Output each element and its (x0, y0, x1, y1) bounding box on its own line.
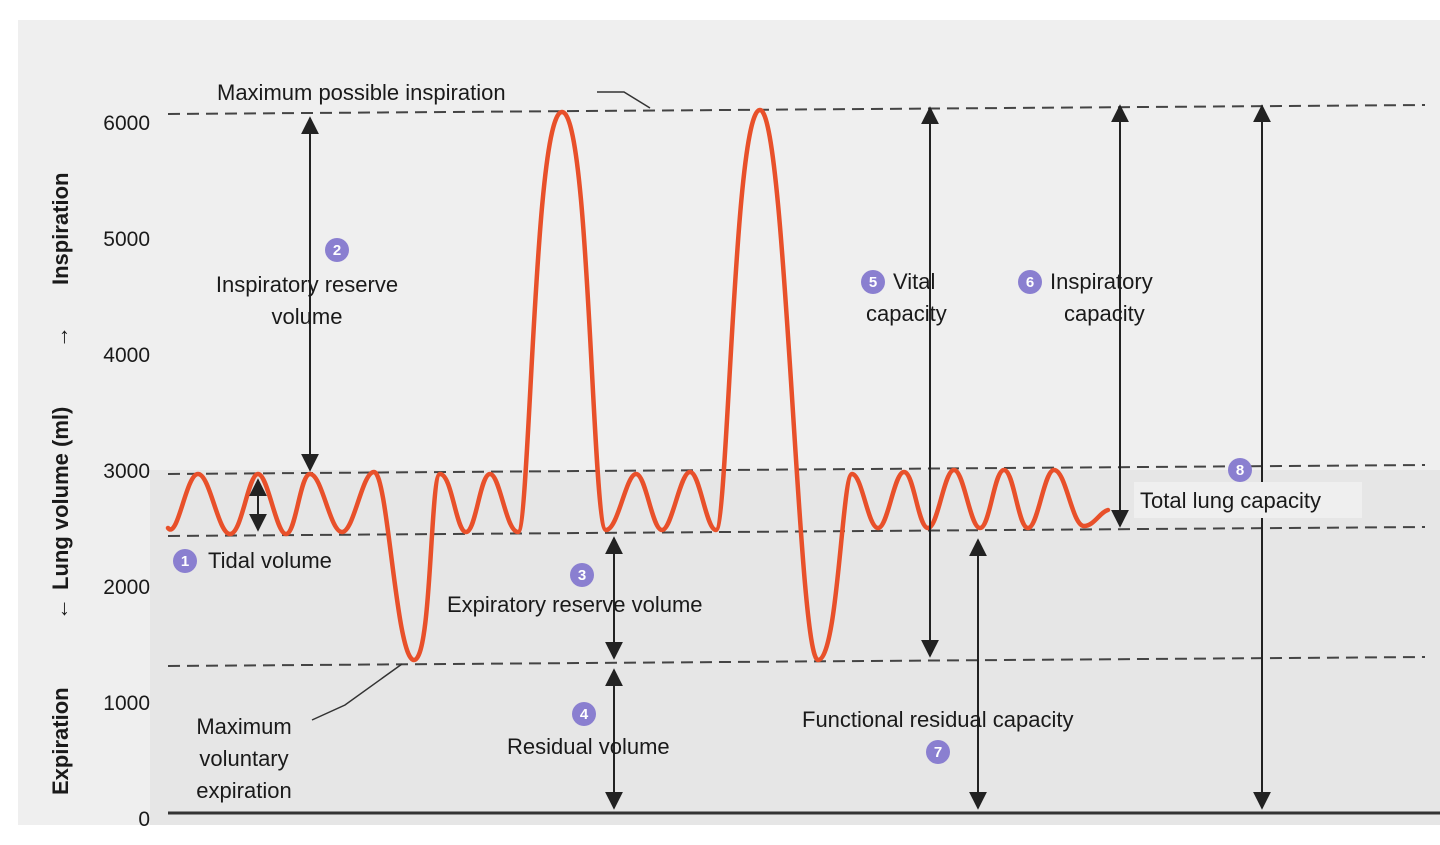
axis-title-inspiration: Inspiration (48, 173, 73, 285)
tick-1000: 1000 (103, 692, 150, 715)
label-total-lung-capacity: Total lung capacity (1140, 488, 1321, 513)
axis-title-lung-volume: Lung volume (ml) (48, 407, 73, 590)
tick-4000: 4000 (103, 344, 150, 367)
svg-text:5: 5 (869, 274, 877, 291)
label-vital-line1: Vital (893, 269, 935, 294)
label-irv-line1: Inspiratory reserve (216, 272, 398, 297)
axis-title-expiration: Expiration (48, 687, 73, 795)
badge-1: 1 (173, 549, 197, 573)
axis-title-arrow-down: ← (48, 598, 73, 620)
svg-text:7: 7 (934, 744, 942, 761)
badge-5: 5 (861, 270, 885, 294)
label-max-inspiration: Maximum possible inspiration (217, 80, 506, 105)
tick-5000: 5000 (103, 228, 150, 251)
background-band (150, 470, 1440, 825)
tick-6000: 6000 (103, 112, 150, 135)
label-ic-line2: capacity (1064, 301, 1145, 326)
dashed-line-max-inspiration (167, 104, 1426, 115)
svg-text:4: 4 (580, 706, 589, 723)
dashed-line-tidal-bottom (167, 526, 1426, 537)
badge-4: 4 (572, 702, 596, 726)
badge-2: 2 (325, 238, 349, 262)
label-vital-line2: capacity (866, 301, 947, 326)
label-erv: Expiratory reserve volume (447, 592, 703, 617)
badge-7: 7 (926, 740, 950, 764)
label-tidal-volume: Tidal volume (208, 548, 332, 573)
axis-title-arrow-up: → (48, 326, 73, 348)
tick-0: 0 (138, 808, 150, 831)
badge-3: 3 (570, 563, 594, 587)
svg-text:8: 8 (1236, 462, 1244, 479)
badge-8: 8 (1228, 458, 1252, 482)
svg-text:6: 6 (1026, 274, 1034, 291)
label-irv-line2: volume (272, 304, 343, 329)
label-max-expiration-line2: voluntary (199, 746, 288, 771)
label-ic-line1: Inspiratory (1050, 269, 1153, 294)
svg-text:2: 2 (333, 242, 341, 259)
spirometer-trace (165, 107, 1111, 663)
svg-text:1: 1 (181, 553, 189, 570)
dashed-line-max-expiration (167, 656, 1426, 667)
tick-2000: 2000 (103, 576, 150, 599)
tlc-label-backdrop (1134, 482, 1362, 518)
leader-max-expiration (311, 663, 403, 721)
label-max-expiration-line3: expiration (196, 778, 291, 803)
tick-3000: 3000 (103, 460, 150, 483)
label-max-expiration-line1: Maximum (196, 714, 291, 739)
leader-max-inspiration (597, 91, 651, 109)
svg-text:3: 3 (578, 567, 586, 584)
label-residual-volume: Residual volume (507, 734, 670, 759)
label-functional-residual-capacity: Functional residual capacity (802, 707, 1073, 732)
badge-6: 6 (1018, 270, 1042, 294)
